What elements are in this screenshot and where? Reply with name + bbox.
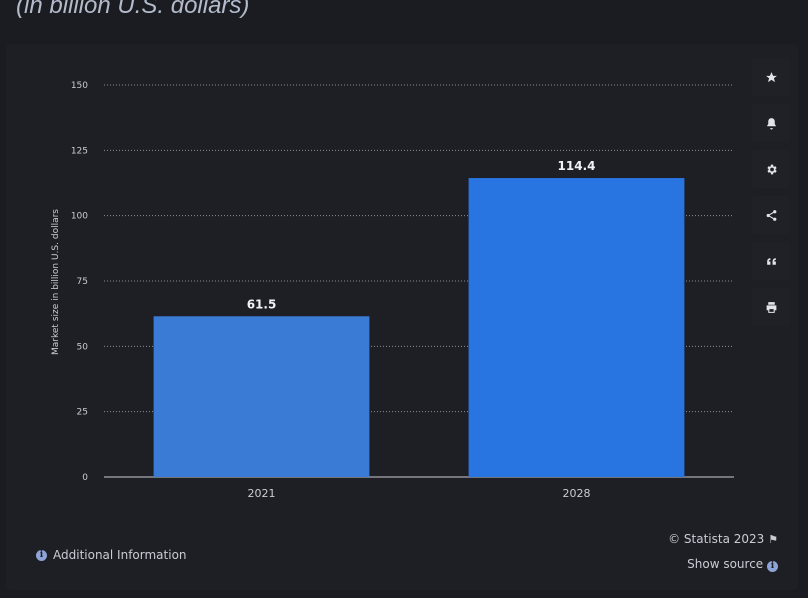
copyright-row: © Statista 2023 ⚑ <box>668 527 778 552</box>
chart-subtitle: (in billion U.S. dollars) <box>16 0 250 19</box>
additional-info-text: Additional Information <box>53 548 187 562</box>
y-tick-label: 25 <box>77 408 88 418</box>
gear-icon <box>766 164 777 174</box>
favorite-button[interactable] <box>752 58 790 96</box>
y-tick-label: 125 <box>71 146 88 156</box>
info-icon[interactable]: i <box>767 561 778 572</box>
x-tick-label: 2021 <box>248 487 276 500</box>
y-tick-label: 50 <box>77 342 89 352</box>
star-icon <box>765 71 777 82</box>
y-axis-label: Market size in billion U.S. dollars <box>51 209 61 355</box>
copyright-text[interactable]: © Statista 2023 <box>668 532 765 546</box>
y-tick-label: 100 <box>71 212 88 222</box>
quote-icon <box>766 257 776 265</box>
additional-info-link[interactable]: i Additional Information <box>36 548 187 562</box>
bar <box>468 178 685 477</box>
footer-right: © Statista 2023 ⚑ Show source i <box>668 527 778 576</box>
print-icon <box>766 301 776 313</box>
bell-icon <box>766 117 776 129</box>
bar <box>153 316 370 477</box>
show-source-row: Show source i <box>668 552 778 576</box>
share-icon <box>766 209 776 221</box>
info-icon: i <box>36 549 47 561</box>
print-button[interactable] <box>752 288 790 326</box>
x-tick-label: 2028 <box>563 487 591 500</box>
chart-toolbar <box>752 58 790 334</box>
y-tick-label: 75 <box>77 277 88 287</box>
data-label: 61.5 <box>247 297 277 311</box>
cite-button[interactable] <box>752 242 790 280</box>
y-tick-label: 150 <box>71 81 88 91</box>
flag-icon[interactable]: ⚑ <box>768 533 778 546</box>
settings-button[interactable] <box>752 150 790 188</box>
share-button[interactable] <box>752 196 790 234</box>
y-tick-label: 0 <box>82 473 88 483</box>
notification-button[interactable] <box>752 104 790 142</box>
data-label: 114.4 <box>558 159 596 173</box>
show-source-link[interactable]: Show source <box>687 557 764 571</box>
